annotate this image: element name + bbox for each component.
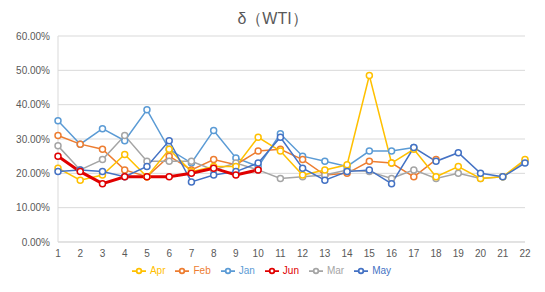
svg-text:5: 5 xyxy=(144,248,150,259)
svg-text:30.00%: 30.00% xyxy=(16,134,50,145)
html-text:Jan: Jan xyxy=(238,264,255,276)
svg-text:21: 21 xyxy=(497,248,509,259)
html-text:Mar: Mar xyxy=(327,264,345,276)
svg-text:4: 4 xyxy=(122,248,128,259)
svg-text:40.00%: 40.00% xyxy=(16,99,50,110)
html-text:Jun: Jun xyxy=(282,264,299,276)
svg-text:22: 22 xyxy=(519,248,531,259)
svg-text:14: 14 xyxy=(342,248,354,259)
html-text:δ（WTI）: δ（WTI） xyxy=(237,10,308,27)
svg-text:13: 13 xyxy=(319,248,331,259)
svg-text:11: 11 xyxy=(275,248,286,259)
svg-text:18: 18 xyxy=(430,248,442,259)
html-text:Apr: Apr xyxy=(149,264,166,276)
svg-text:20.00%: 20.00% xyxy=(16,168,50,179)
svg-text:19: 19 xyxy=(453,248,465,259)
svg-text:1: 1 xyxy=(55,248,61,259)
svg-text:9: 9 xyxy=(233,248,239,259)
svg-text:60.00%: 60.00% xyxy=(16,31,50,42)
html-text:May: May xyxy=(372,264,392,276)
svg-text:8: 8 xyxy=(211,248,217,259)
svg-text:10.00%: 10.00% xyxy=(16,202,50,213)
svg-text:7: 7 xyxy=(189,248,195,259)
html-text:Feb: Feb xyxy=(193,264,211,276)
svg-text:0.00%: 0.00% xyxy=(22,237,50,248)
svg-text:16: 16 xyxy=(386,248,398,259)
svg-text:50.00%: 50.00% xyxy=(16,65,50,76)
svg-text:3: 3 xyxy=(100,248,106,259)
svg-text:10: 10 xyxy=(253,248,265,259)
svg-text:12: 12 xyxy=(297,248,309,259)
svg-text:20: 20 xyxy=(475,248,487,259)
svg-text:6: 6 xyxy=(166,248,172,259)
svg-text:15: 15 xyxy=(364,248,376,259)
svg-text:2: 2 xyxy=(77,248,83,259)
svg-text:17: 17 xyxy=(408,248,420,259)
